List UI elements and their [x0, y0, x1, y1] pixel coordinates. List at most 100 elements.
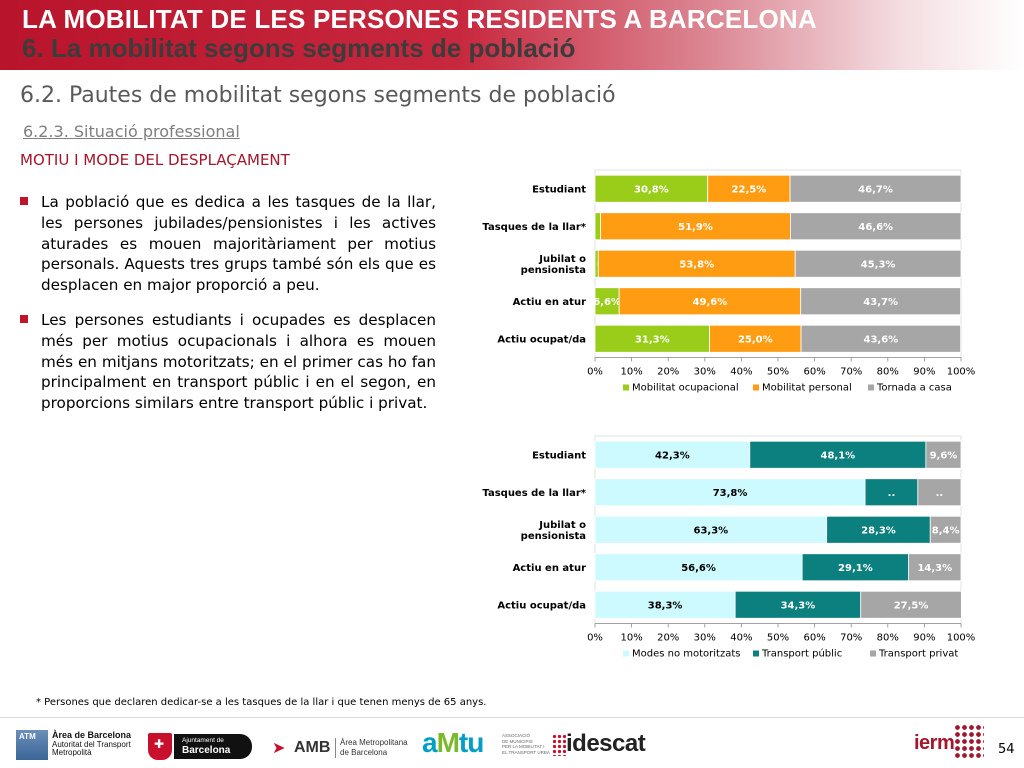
amb-word: AMB [294, 739, 331, 756]
bullet-list: La població que es dedica a les tasques … [20, 192, 436, 428]
data-label: 56,6% [681, 563, 716, 574]
data-label: 49,6% [693, 297, 728, 308]
category-label: Actiu ocupat/da [497, 600, 586, 611]
category-label: Jubilat o [538, 520, 586, 531]
idescat-logo: idescat [552, 730, 652, 759]
x-tick-label: 10% [620, 633, 642, 644]
category-label: Actiu ocupat/da [497, 334, 586, 345]
data-label: 29,1% [838, 563, 873, 574]
category-label: Estudiant [532, 184, 586, 195]
legend-swatch [753, 650, 759, 657]
data-label: 43,7% [863, 297, 898, 308]
legend-label: Modes no motoritzats [632, 649, 741, 660]
data-label: 42,3% [655, 451, 690, 462]
bar-segment [594, 515, 828, 544]
atm-logo-mark: ATM [16, 730, 48, 760]
ierm-word: ierm [914, 732, 955, 754]
data-label: 30,8% [634, 185, 669, 196]
x-tick-label: 80% [877, 367, 899, 378]
data-label: 14,3% [917, 563, 952, 574]
amb-separator [335, 738, 336, 758]
data-label: 46,6% [858, 222, 893, 233]
ajuntament-pill: Ajuntament de Barcelona [174, 734, 252, 759]
x-tick-label: 40% [730, 367, 752, 378]
ajuntament-line1: Ajuntament de [182, 737, 224, 744]
page-title: LA MOBILITAT DE LES PERSONES RESIDENTS A… [22, 4, 817, 34]
legend-label: Tornada a casa [876, 383, 952, 394]
data-label: 73,8% [713, 488, 748, 499]
x-tick-label: 60% [803, 633, 825, 644]
category-label: Actiu en atur [513, 563, 587, 574]
data-label: .. [936, 488, 944, 499]
category-label: pensionista [521, 531, 586, 542]
legend-label: Transport públic [761, 648, 842, 660]
footer-divider [0, 717, 1024, 718]
x-tick-label: 40% [730, 633, 752, 644]
bar-segment [925, 440, 962, 469]
amtu-line4: EL TRANSPORT URBÀ [502, 749, 550, 755]
chart-mode: Estudiant 42,3% 48,1% 9,6% Tasques de la lla… [480, 428, 980, 660]
amb-line2: de Barcelona [340, 748, 388, 757]
x-tick-label: 30% [694, 367, 716, 378]
bullet-text: La població que es dedica a les tasques … [41, 193, 436, 295]
bar-segment [794, 249, 962, 278]
category-label: Tasques de la llar* [482, 488, 586, 499]
bar-segment [826, 515, 931, 544]
atm-line1: Àrea de Barcelona [52, 730, 132, 740]
data-label: 63,3% [693, 526, 728, 537]
category-label: Tasques de la llar* [482, 222, 586, 233]
x-tick-label: 80% [877, 633, 899, 644]
amtu-logo: aMtu ASSOCIACIÓ DE MUNICIPIS PER LA MOBI… [422, 727, 550, 763]
amtu-line3: PER LA MOBILITAT I [502, 744, 545, 749]
ierm-logo: ierm [914, 724, 984, 760]
bar-segment [860, 590, 962, 619]
data-label: 45,3% [861, 260, 896, 271]
chart-motiu-svg: Estudiant 30,8% 22,5% 46,7% Tasques de la ll… [482, 169, 976, 394]
bar-segment [597, 249, 796, 278]
legend-swatch [870, 650, 876, 657]
bar-segment [594, 478, 866, 507]
bar-segment [749, 440, 927, 469]
x-tick-label: 100% [947, 367, 976, 378]
bar-segment [594, 590, 736, 619]
atm-logo-text: Àrea de Barcelona Autoritat del Transpor… [52, 731, 131, 758]
data-label: 9,6% [930, 451, 958, 462]
data-label: 28,3% [861, 526, 896, 537]
bar-segment [801, 553, 910, 582]
bar-segment [789, 174, 962, 203]
section-title: 6.2. Pautes de mobilitat segons segments… [20, 83, 616, 108]
bullet-square-icon [20, 197, 28, 205]
amb-logo: ➤ AMB Àrea Metropolitana de Barcelona [272, 736, 408, 760]
bar-segment [594, 440, 751, 469]
legend-swatch [753, 384, 759, 391]
ierm-dots-icon [954, 724, 984, 758]
x-tick-label: 70% [840, 367, 862, 378]
bar-segment [594, 553, 803, 582]
data-label: 51,9% [678, 222, 713, 233]
amtu-m: M [436, 727, 460, 758]
atm-line3: Metropolità [52, 748, 92, 757]
atm-line2: Autoritat del Transport [52, 739, 131, 749]
motive-heading: MOTIU I MODE DEL DESPLAÇAMENT [20, 151, 290, 169]
subsection-title: 6.2.3. Situació professional [23, 122, 240, 141]
bar-segment [600, 212, 791, 241]
chart-mode-svg: Estudiant 42,3% 48,1% 9,6% Tasques de la lla… [482, 435, 975, 660]
bar-segment [594, 174, 709, 203]
x-tick-label: 20% [657, 367, 679, 378]
header-band [0, 0, 1024, 70]
legend-label: Mobilitat personal [762, 383, 852, 394]
amb-chevron-icon: ➤ [272, 738, 286, 757]
legend-label: Mobilitat ocupacional [632, 383, 739, 394]
data-label: 53,8% [679, 260, 714, 271]
x-tick-label: 0% [587, 367, 603, 378]
page-subtitle: 6. La mobilitat segons segments de pobla… [22, 33, 576, 63]
amb-subtitle: Àrea Metropolitana de Barcelona [340, 738, 408, 758]
category-label: Actiu en atur [513, 297, 587, 308]
bar-segment [929, 515, 962, 544]
category-label: Estudiant [532, 450, 586, 461]
category-label: pensionista [521, 265, 586, 276]
data-label: 43,6% [863, 335, 898, 346]
bar-segment [800, 324, 962, 353]
amtu-line1: ASSOCIACIÓ [502, 733, 531, 738]
amb-line1: Àrea Metropolitana [340, 738, 408, 747]
